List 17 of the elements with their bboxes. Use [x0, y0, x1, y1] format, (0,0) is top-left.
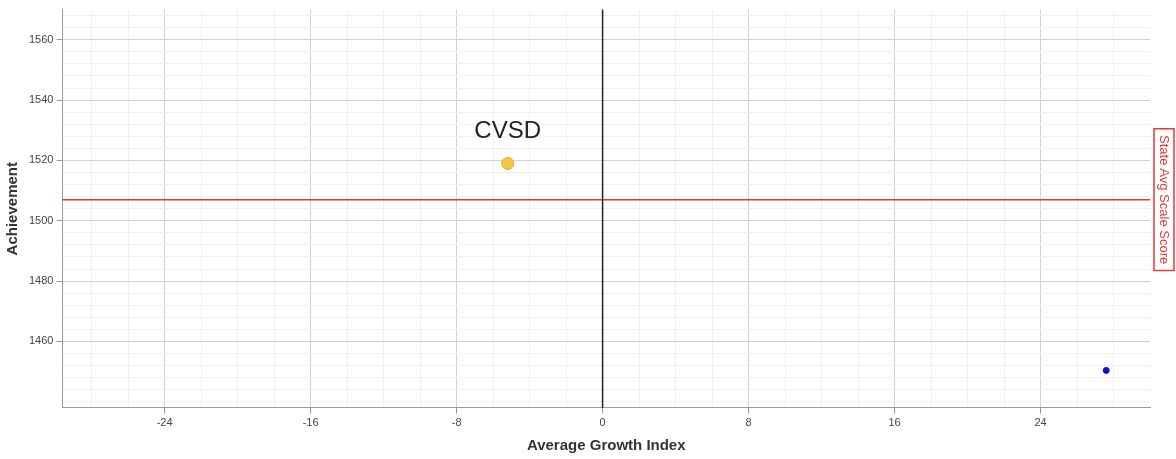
- x-tick-label: -8: [451, 416, 462, 429]
- x-tick-label: 8: [745, 416, 752, 429]
- annotation: CVSD: [474, 116, 542, 144]
- x-tick-label: 0: [599, 416, 606, 429]
- x-tick-label: -16: [302, 416, 319, 429]
- x-tick-label: 16: [888, 416, 901, 429]
- y-axis-title: Achievement: [3, 162, 21, 256]
- y-tick-label: 1560: [28, 32, 54, 45]
- y-tick-label: 1540: [28, 93, 54, 106]
- ref-line-label: State Avg Scale Score: [1157, 135, 1173, 265]
- y-tick-label: 1460: [28, 334, 54, 347]
- x-axis-title: Average Growth Index: [526, 436, 687, 454]
- x-tick-label: 24: [1034, 416, 1047, 429]
- x-tick-label: -24: [156, 416, 173, 429]
- y-tick-label: 1500: [28, 213, 54, 226]
- y-tick-label: 1520: [28, 153, 54, 166]
- y-tick-label: 1480: [28, 274, 54, 287]
